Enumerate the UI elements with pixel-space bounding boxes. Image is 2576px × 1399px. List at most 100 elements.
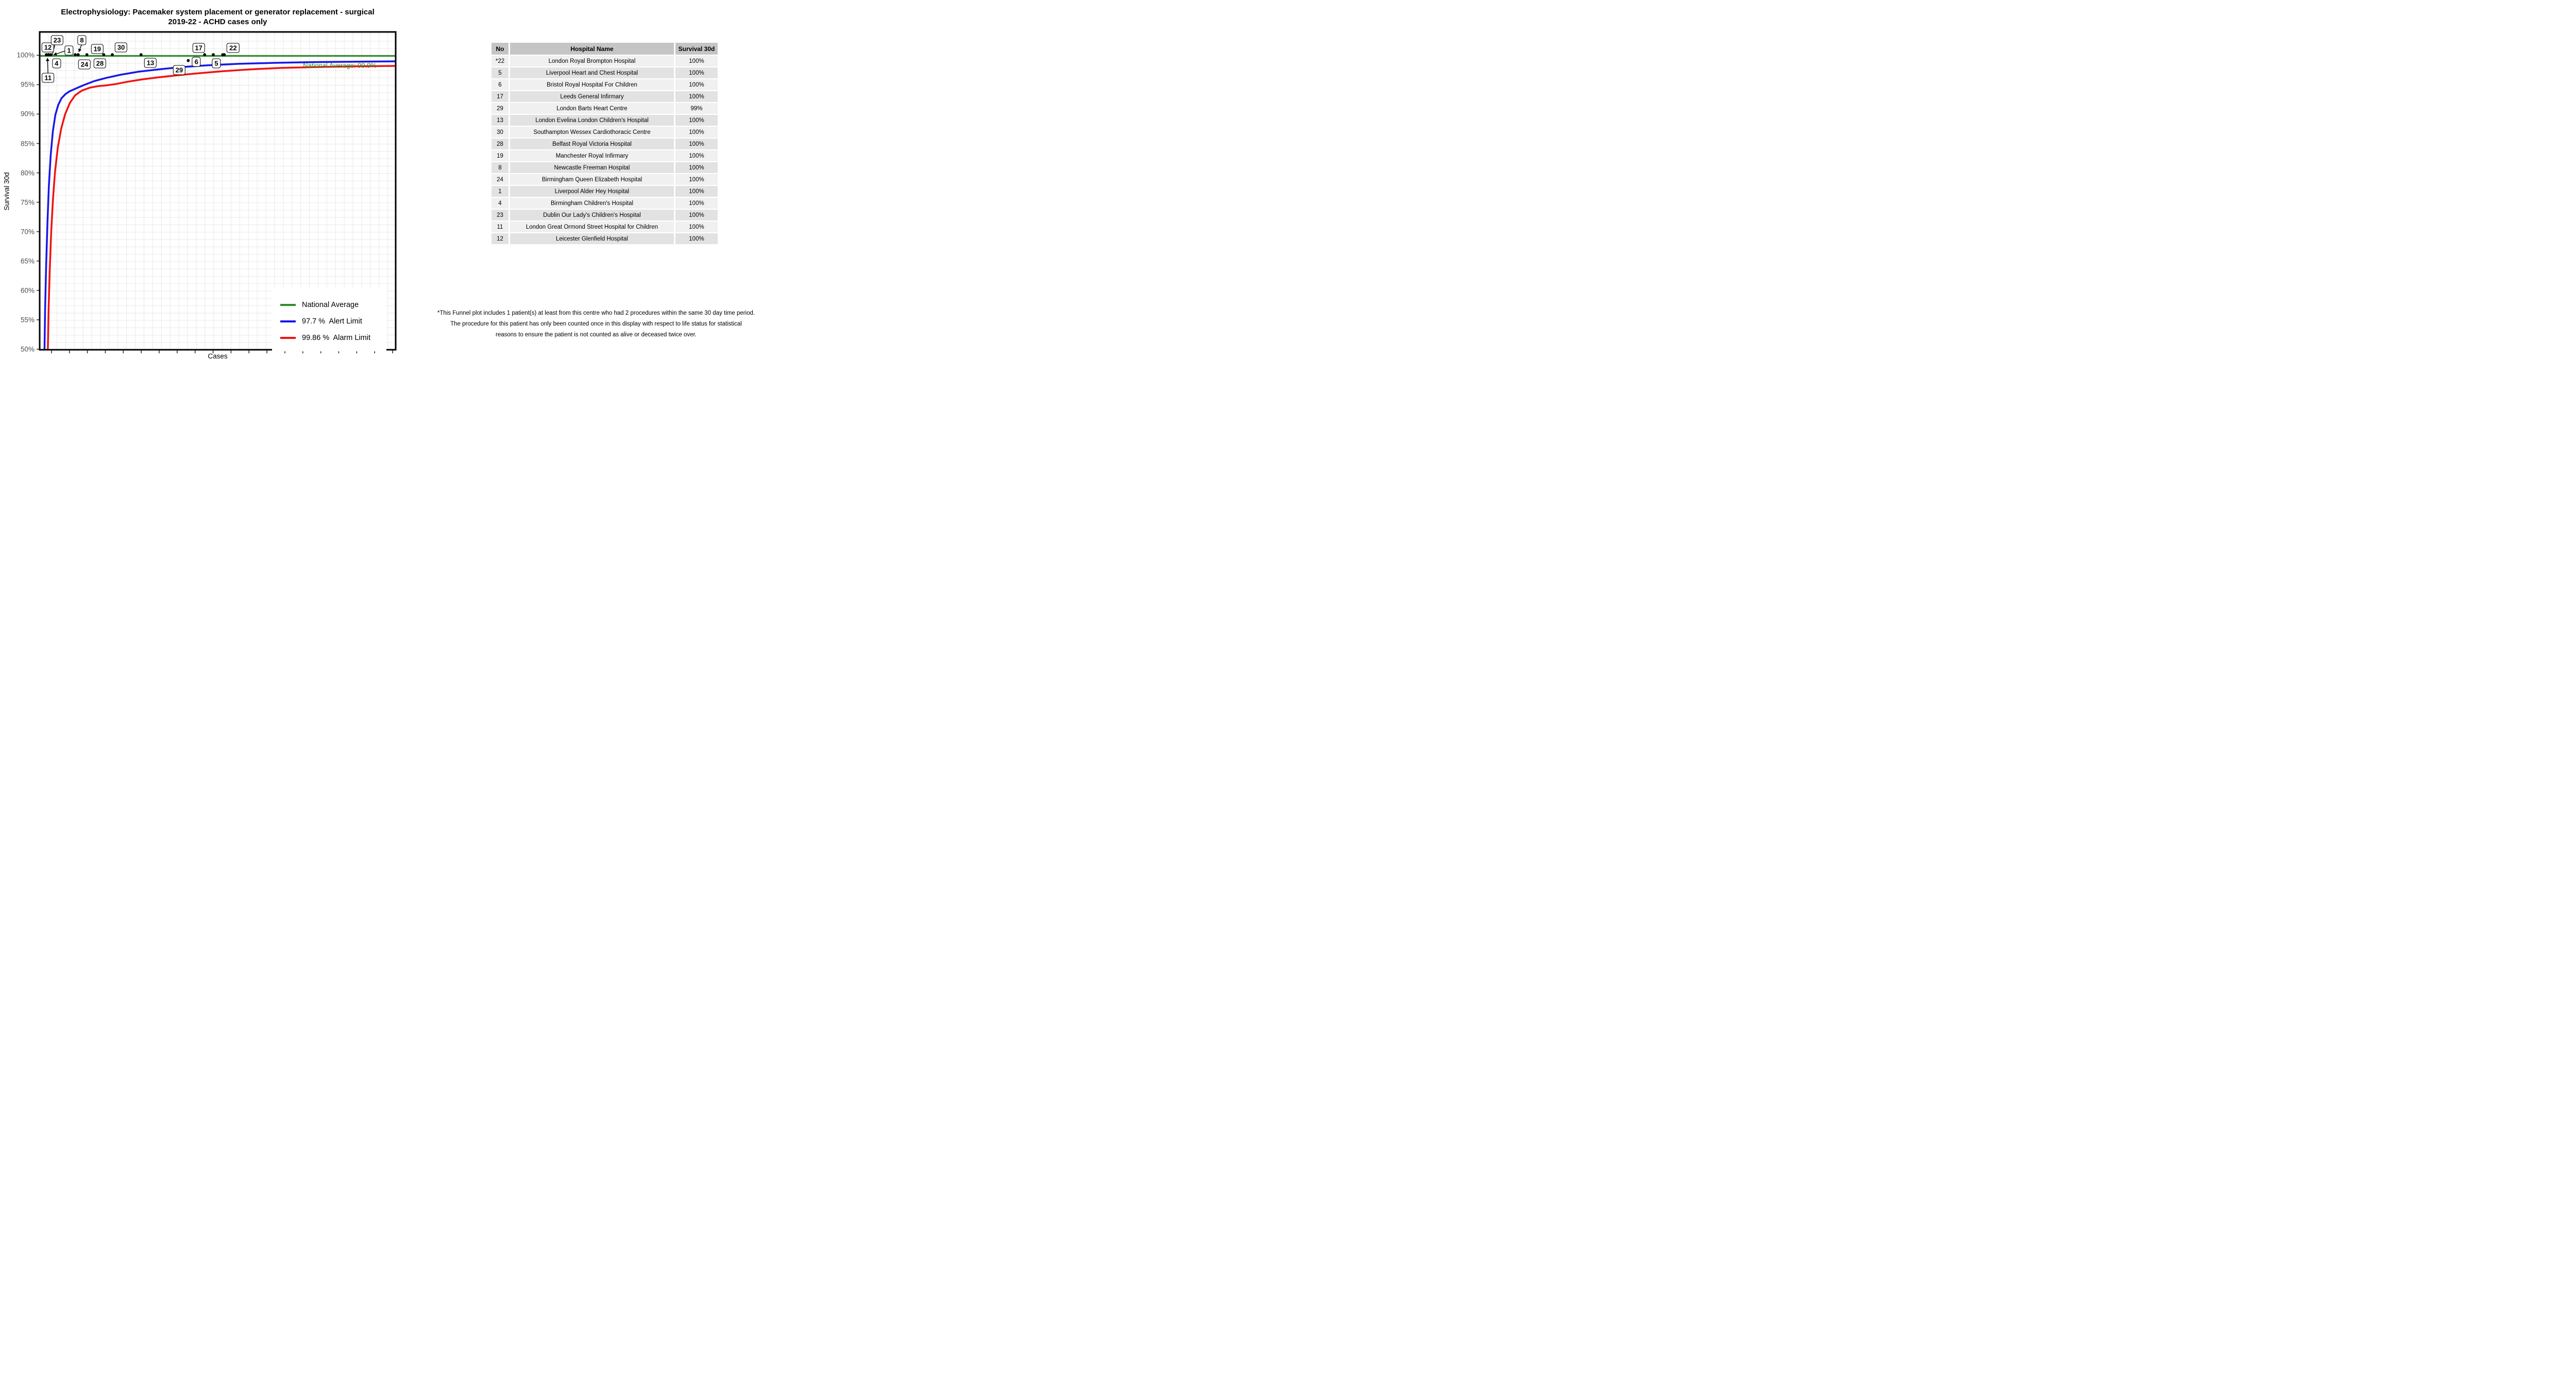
header-hospital-name: Hospital Name xyxy=(510,43,674,55)
y-tick-label: 90% xyxy=(20,110,35,118)
y-tick-label: 80% xyxy=(20,169,35,177)
y-tick-label: 65% xyxy=(20,257,35,265)
cell-no: 5 xyxy=(492,67,509,78)
cell-surv: 99% xyxy=(675,103,718,114)
table-row: 19 Manchester Royal Infirmary 100% xyxy=(492,150,718,161)
table-row: 30 Southampton Wessex Cardiothoracic Cent… xyxy=(492,127,718,138)
cell-surv: 100% xyxy=(675,162,718,173)
table-row: 24 Birmingham Queen Elizabeth Hospital 100… xyxy=(492,174,718,185)
cell-surv: 100% xyxy=(675,221,718,232)
hospital-data-point xyxy=(212,53,215,57)
label-arrowhead xyxy=(45,58,49,61)
table-body: *22 London Royal Brompton Hospital 100% 5 Li… xyxy=(492,56,718,244)
cell-no: 30 xyxy=(492,127,509,138)
hospital-data-point xyxy=(203,53,207,57)
y-tick-label: 60% xyxy=(20,286,35,295)
point-label-11: 11 xyxy=(42,73,55,83)
y-tick-label: 95% xyxy=(20,80,35,89)
label-arrowhead xyxy=(54,52,57,56)
y-tick-label: 55% xyxy=(20,316,35,324)
cell-no: 12 xyxy=(492,233,509,244)
table-row: 29 London Barts Heart Centre 99% xyxy=(492,103,718,114)
legend-item-alert-limit: 97.7 % Alert Limit xyxy=(272,315,362,328)
cell-surv: 100% xyxy=(675,139,718,149)
cell-no: 19 xyxy=(492,150,509,161)
cell-name: Bristol Royal Hospital For Children xyxy=(510,79,674,90)
legend-label: 99.86 % Alarm Limit xyxy=(302,334,370,342)
alert-limit-curve xyxy=(43,60,396,350)
legend-item-alarm-limit: 99.86 % Alarm Limit xyxy=(272,332,370,344)
point-label-12: 12 xyxy=(41,42,55,52)
cell-name: Leicester Glenfield Hospital xyxy=(510,233,674,244)
cell-no: 1 xyxy=(492,186,509,197)
point-label-5: 5 xyxy=(212,58,221,69)
y-tick-label: 50% xyxy=(20,345,35,353)
hospital-results-table: No Hospital Name Survival 30d *22 London … xyxy=(492,43,718,245)
funnel-plot-report: Electrophysiology: Pacemaker system plac… xyxy=(0,0,791,364)
table-header-row: No Hospital Name Survival 30d xyxy=(492,43,718,55)
point-label-13: 13 xyxy=(144,58,157,68)
cell-surv: 100% xyxy=(675,67,718,78)
table-row: 8 Newcastle Freeman Hospital 100% xyxy=(492,162,718,173)
header-no: No xyxy=(492,43,509,55)
point-label-19: 19 xyxy=(91,44,104,54)
hospital-data-point xyxy=(187,59,190,62)
point-label-24: 24 xyxy=(78,59,91,70)
cell-name: Leeds General Infirmary xyxy=(510,91,674,102)
cell-no: *22 xyxy=(492,56,509,66)
y-tick-label: 100% xyxy=(16,51,35,59)
hospital-data-point xyxy=(45,53,48,57)
table-row: 5 Liverpool Heart and Chest Hospital 100% xyxy=(492,67,718,78)
footnote-line2: The procedure for this patient has only … xyxy=(450,321,742,327)
header-survival-30d: Survival 30d xyxy=(675,43,718,55)
cell-surv: 100% xyxy=(675,174,718,185)
hospital-data-point xyxy=(102,53,106,57)
chart-title-line1: Electrophysiology: Pacemaker system plac… xyxy=(61,8,375,16)
table-row: 4 Birmingham Children's Hospital 100% xyxy=(492,198,718,209)
cell-surv: 100% xyxy=(675,210,718,220)
cell-surv: 100% xyxy=(675,233,718,244)
table-row: 1 Liverpool Alder Hey Hospital 100% xyxy=(492,186,718,197)
chart-legend: National Average 97.7 % Alert Limit 99.8… xyxy=(272,287,386,351)
cell-surv: 100% xyxy=(675,186,718,197)
hospital-data-point xyxy=(223,53,226,57)
hospital-data-point xyxy=(74,53,77,57)
hospital-data-point xyxy=(85,53,89,57)
y-tick-label: 75% xyxy=(20,198,35,207)
point-label-1: 1 xyxy=(64,45,74,56)
chart-title-line2: 2019-22 - ACHD cases only xyxy=(168,18,267,26)
table-row: 17 Leeds General Infirmary 100% xyxy=(492,91,718,102)
cell-name: London Evelina London Children's Hospita… xyxy=(510,115,674,126)
point-label-8: 8 xyxy=(77,35,87,45)
footnote-line3: reasons to ensure the patient is not cou… xyxy=(496,332,697,338)
table-row: *22 London Royal Brompton Hospital 100% xyxy=(492,56,718,66)
alarm-limit-curve xyxy=(47,65,396,350)
cell-surv: 100% xyxy=(675,56,718,66)
table-row: 6 Bristol Royal Hospital For Children 100% xyxy=(492,79,718,90)
chart-title: Electrophysiology: Pacemaker system plac… xyxy=(40,7,396,27)
cell-name: Southampton Wessex Cardiothoracic Centre xyxy=(510,127,674,138)
cell-no: 13 xyxy=(492,115,509,126)
cell-no: 8 xyxy=(492,162,509,173)
cell-name: London Royal Brompton Hospital xyxy=(510,56,674,66)
cell-surv: 100% xyxy=(675,198,718,209)
point-label-22: 22 xyxy=(227,43,240,53)
point-label-23: 23 xyxy=(50,35,64,45)
cell-name: Dublin Our Lady's Children's Hospital xyxy=(510,210,674,220)
cell-no: 23 xyxy=(492,210,509,220)
cell-name: Liverpool Heart and Chest Hospital xyxy=(510,67,674,78)
cell-surv: 100% xyxy=(675,91,718,102)
point-label-29: 29 xyxy=(173,65,186,75)
cell-no: 29 xyxy=(492,103,509,114)
label-arrowhead xyxy=(78,48,82,52)
cell-no: 4 xyxy=(492,198,509,209)
cell-surv: 100% xyxy=(675,150,718,161)
table-row: 28 Belfast Royal Victoria Hospital 100% xyxy=(492,139,718,149)
cell-name: Manchester Royal Infirmary xyxy=(510,150,674,161)
alarm-limit-line-swatch xyxy=(280,337,296,339)
cell-name: Birmingham Children's Hospital xyxy=(510,198,674,209)
y-tick-label: 70% xyxy=(20,228,35,236)
cell-no: 17 xyxy=(492,91,509,102)
point-label-28: 28 xyxy=(93,58,107,68)
cell-name: Liverpool Alder Hey Hospital xyxy=(510,186,674,197)
